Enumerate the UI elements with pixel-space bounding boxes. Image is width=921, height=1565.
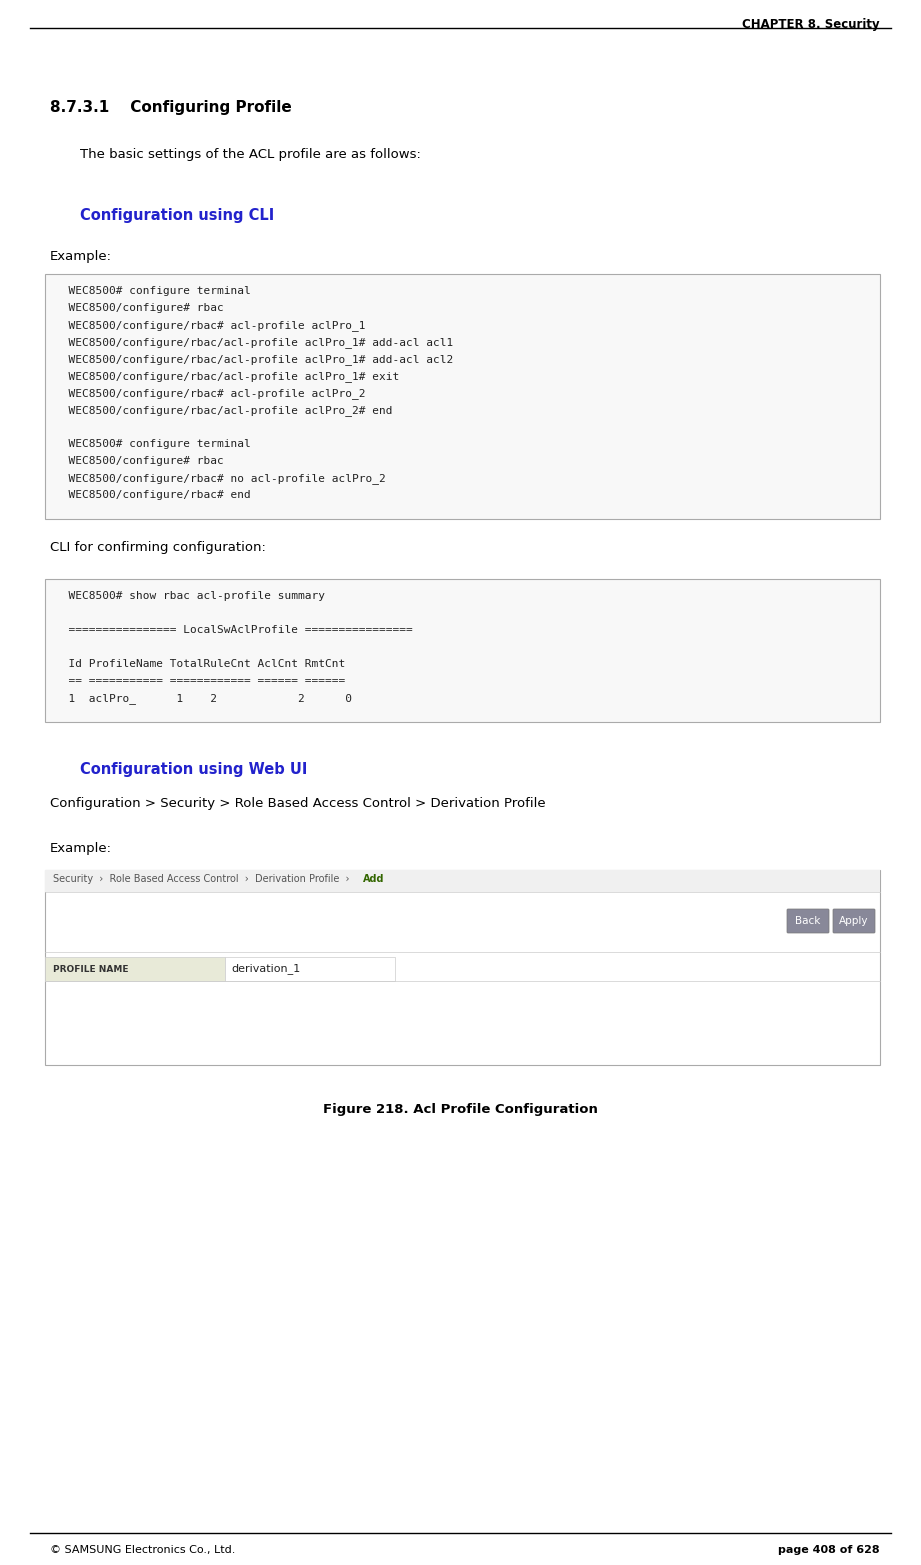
Bar [45,870,880,1066]
Text: CHAPTER 8. Security: CHAPTER 8. Security [742,19,880,31]
Text: CLI for confirming configuration:: CLI for confirming configuration: [50,541,266,554]
Text: Back: Back [796,916,821,926]
Text: Figure 218. Acl Profile Configuration: Figure 218. Acl Profile Configuration [323,1103,598,1116]
Text: Apply: Apply [839,916,869,926]
Text: © SAMSUNG Electronics Co., Ltd.: © SAMSUNG Electronics Co., Ltd. [50,1545,236,1556]
Text: Security  ›  Role Based Access Control  ›  Derivation Profile  ›: Security › Role Based Access Control › D… [53,873,356,884]
Text: page 408 of 628: page 408 of 628 [778,1545,880,1556]
FancyBboxPatch shape [833,909,875,933]
Text: 1  aclPro_      1    2            2      0: 1 aclPro_ 1 2 2 0 [55,693,352,704]
Text: Example:: Example: [50,250,112,263]
Text: Add: Add [363,873,384,884]
Text: PROFILE NAME: PROFILE NAME [53,964,129,973]
Text: The basic settings of the ACL profile are as follows:: The basic settings of the ACL profile ar… [80,149,421,161]
Text: WEC8500/configure/rbac# acl-profile aclPro_2: WEC8500/configure/rbac# acl-profile aclP… [55,388,366,399]
Text: Configuration > Security > Role Based Access Control > Derivation Profile: Configuration > Security > Role Based Ac… [50,797,545,811]
Text: Configuration using Web UI: Configuration using Web UI [80,762,308,776]
Text: WEC8500# configure terminal: WEC8500# configure terminal [55,440,251,449]
Text: 8.7.3.1    Configuring Profile: 8.7.3.1 Configuring Profile [50,100,292,114]
Text: WEC8500/configure/rbac# end: WEC8500/configure/rbac# end [55,490,251,499]
Bar [45,579,880,721]
Text: derivation_1: derivation_1 [231,964,300,975]
Bar [225,958,395,981]
Text: WEC8500/configure/rbac/acl-profile aclPro_2# end: WEC8500/configure/rbac/acl-profile aclPr… [55,405,392,416]
Text: WEC8500# show rbac acl-profile summary: WEC8500# show rbac acl-profile summary [55,592,325,601]
Text: Example:: Example: [50,842,112,854]
Text: Id ProfileName TotalRuleCnt AclCnt RmtCnt: Id ProfileName TotalRuleCnt AclCnt RmtCn… [55,659,345,668]
Bar [45,870,880,892]
Text: WEC8500/configure/rbac# acl-profile aclPro_1: WEC8500/configure/rbac# acl-profile aclP… [55,319,366,330]
Text: WEC8500# configure terminal: WEC8500# configure terminal [55,286,251,296]
Text: WEC8500/configure# rbac: WEC8500/configure# rbac [55,304,224,313]
Text: WEC8500/configure/rbac/acl-profile aclPro_1# exit: WEC8500/configure/rbac/acl-profile aclPr… [55,371,399,382]
Text: == =========== ============ ====== ======: == =========== ============ ====== =====… [55,676,345,685]
Text: WEC8500/configure/rbac/acl-profile aclPro_1# add-acl acl1: WEC8500/configure/rbac/acl-profile aclPr… [55,336,453,347]
Text: ================ LocalSwAclProfile ================: ================ LocalSwAclProfile =====… [55,624,413,635]
Bar [45,958,225,981]
Text: WEC8500/configure/rbac# no acl-profile aclPro_2: WEC8500/configure/rbac# no acl-profile a… [55,473,386,484]
Text: WEC8500/configure/rbac/acl-profile aclPro_1# add-acl acl2: WEC8500/configure/rbac/acl-profile aclPr… [55,354,453,365]
Bar [45,274,880,520]
FancyBboxPatch shape [787,909,829,933]
Text: Configuration using CLI: Configuration using CLI [80,208,274,222]
Text: WEC8500/configure# rbac: WEC8500/configure# rbac [55,455,224,466]
